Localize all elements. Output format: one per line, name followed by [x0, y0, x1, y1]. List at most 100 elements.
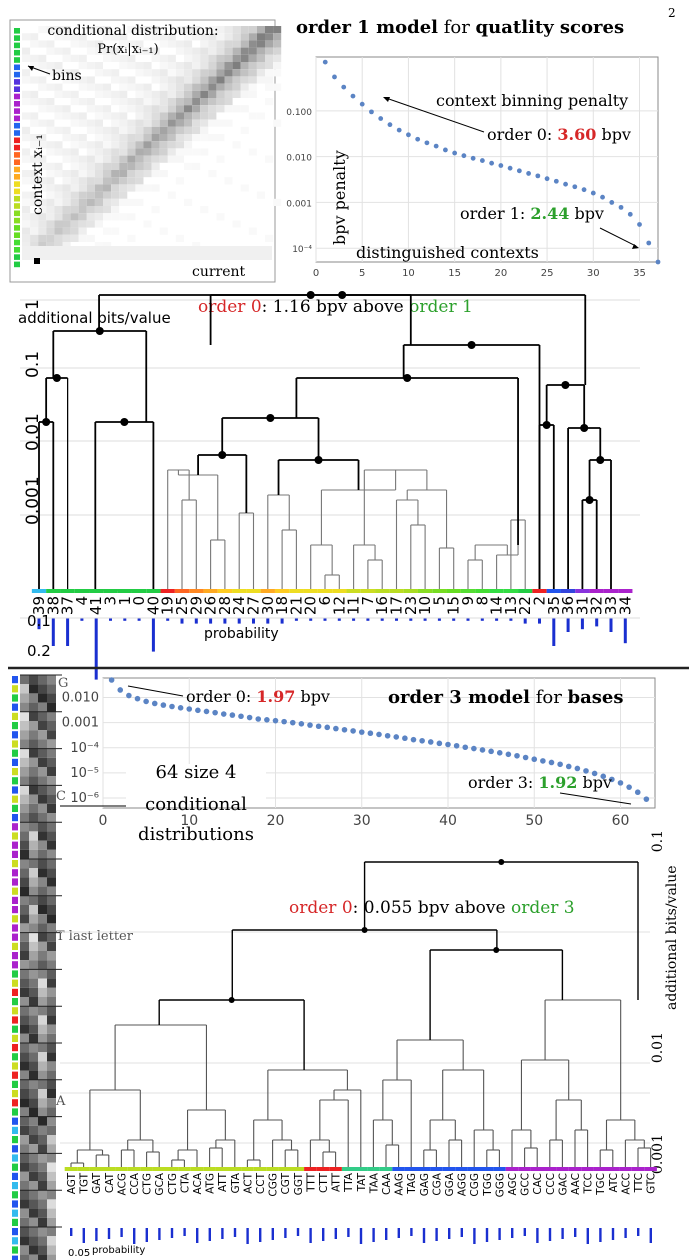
dendro2-gridlines: [60, 931, 650, 1144]
heatmap-cell: [54, 141, 63, 149]
heatmap-cell: [248, 90, 257, 98]
bases-heatmap-cell: [20, 1217, 29, 1227]
heatmap-cell: [78, 184, 87, 192]
heatmap-cell: [265, 69, 274, 77]
heatmap-cell: [200, 105, 209, 113]
heatmap-cell: [70, 98, 79, 106]
heatmap-cell: [94, 170, 103, 178]
heatmap-cell: [175, 40, 184, 48]
bases-heatmap-cell: [29, 794, 38, 804]
heatmap-cell: [151, 155, 160, 163]
data-point: [531, 756, 538, 763]
heatmap-cell: [62, 47, 71, 55]
data-point: [634, 789, 641, 796]
heatmap-cell: [70, 90, 79, 98]
heatmap-cell: [135, 170, 144, 178]
distinguished-contexts-label: distinguished contexts: [356, 243, 539, 262]
order1-ticks: 0 5 10 15 20 25 30 35 10⁻⁴ 0.001 0.010 0.100: [286, 108, 646, 279]
heatmap-cell: [54, 112, 63, 120]
dendro1-prob-bar: [252, 618, 255, 624]
heatmap-cell: [78, 62, 87, 70]
heatmap-cell: [103, 213, 112, 221]
bases-heatmap-cell: [47, 767, 56, 777]
dendro1-strip-cell: [575, 589, 590, 593]
heatmap-cell: [22, 234, 31, 242]
heatmap-cell: [70, 148, 79, 156]
heatmap-cell: [184, 112, 193, 120]
bases-heatmap-cell: [20, 914, 29, 924]
data-point: [367, 730, 374, 737]
dendro1-leaf-label: 4: [73, 596, 91, 606]
dendro2-prob-bar: [347, 1228, 350, 1237]
bases-heatmap-cell: [29, 886, 38, 896]
bases-heatmap-cell: [38, 803, 47, 813]
bases-strip-cell: [12, 777, 18, 785]
heatmap-cell: [151, 69, 160, 77]
heatmap-cell: [94, 119, 103, 127]
heatmap-cell: [38, 26, 47, 34]
bases-heatmap-cell: [47, 1098, 56, 1108]
bin-strip-cell: [14, 122, 20, 129]
heatmap-cell: [224, 98, 233, 106]
dendro1-strip-cell: [289, 589, 304, 593]
heatmap-cell: [119, 191, 128, 199]
heatmap-cell: [175, 126, 184, 134]
heatmap-cell: [30, 177, 39, 185]
heatmap-cell: [200, 69, 209, 77]
data-point: [618, 204, 624, 210]
bases-heatmap-cell: [20, 932, 29, 942]
bin-strip-cell: [14, 217, 20, 224]
dendro2-leaf-label: GTC: [646, 1173, 658, 1194]
heatmap-cell: [216, 105, 225, 113]
heatmap-cell: [200, 40, 209, 48]
y-tick-label: 10⁻⁴: [70, 741, 99, 756]
dendro2-leaf-label: TGG: [482, 1173, 494, 1197]
heatmap-cell: [38, 62, 47, 70]
order3-grid: [102, 678, 655, 808]
heatmap-cell: [103, 206, 112, 214]
bases-heatmap-cell: [38, 932, 47, 942]
bases-heatmap-cell: [29, 1116, 38, 1126]
heatmap-cell: [143, 126, 152, 134]
heatmap-cell: [111, 90, 120, 98]
bases-heatmap-cell: [20, 785, 29, 795]
heatmap-formula: Pr(xᵢ|xᵢ₋₁): [97, 42, 158, 57]
dendro2-leaf-label: TGT: [79, 1172, 91, 1194]
dendro2-prob-bar: [548, 1228, 552, 1241]
heatmap-cell: [22, 69, 31, 77]
heatmap-cell: [38, 119, 47, 127]
heatmap-cell: [46, 184, 55, 192]
bases-strip-cell: [12, 979, 18, 987]
heatmap-cell: [22, 227, 31, 235]
dendro1-leaf-label: 25: [173, 596, 191, 615]
dendro2-prob-bar: [183, 1228, 186, 1236]
heatmap-cell: [208, 54, 217, 62]
data-point: [255, 716, 262, 722]
bin-strip-cell: [14, 152, 20, 158]
heatmap-cell: [248, 40, 257, 48]
bases-heatmap-cell: [38, 794, 47, 804]
dendro1-prob-bar: [466, 618, 470, 621]
heatmap-cell: [216, 62, 225, 70]
heatmap-cell: [70, 162, 79, 170]
heatmap-cell: [151, 26, 160, 34]
heatmap-cell: [38, 227, 47, 235]
data-point: [169, 703, 175, 710]
x-tick-label: 10: [402, 268, 415, 279]
heatmap-cell: [208, 83, 217, 91]
heatmap-cell: [22, 98, 31, 106]
dendro1-prob-bar: [395, 618, 398, 621]
heatmap-cell: [143, 162, 152, 170]
heatmap-cell: [159, 69, 168, 77]
bases-heatmap-cell: [29, 776, 38, 786]
dendro1-leaf-label: 23: [402, 596, 420, 615]
heatmap-cell: [135, 105, 144, 113]
bases-heatmap-cell: [20, 739, 29, 749]
heatmap-cell: [143, 26, 152, 34]
heatmap-cell: [175, 234, 184, 242]
bins-label: bins: [52, 68, 82, 84]
data-point: [143, 698, 149, 705]
bases-heatmap-cell: [20, 859, 29, 869]
dendro2-leaf-label: CAC: [532, 1173, 544, 1195]
dendro2-strip-cell: [152, 1167, 166, 1171]
